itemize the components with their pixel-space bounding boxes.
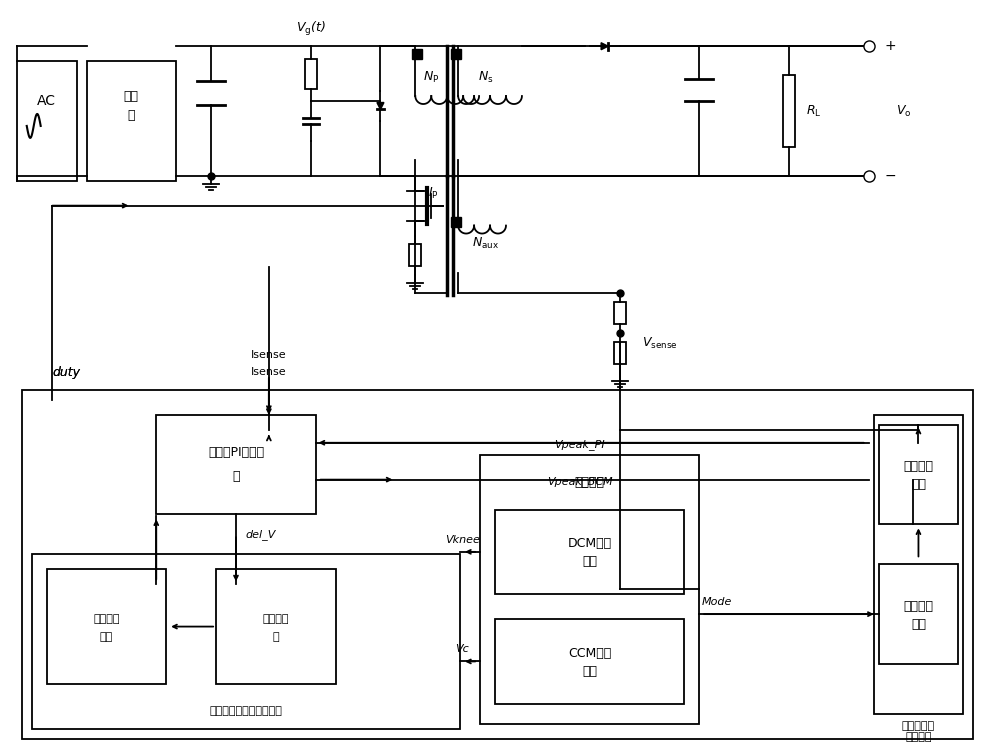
Text: $N_\mathrm{s}$: $N_\mathrm{s}$ xyxy=(478,69,494,85)
Text: 逼近式状态
检测模块: 逼近式状态 检测模块 xyxy=(902,721,935,742)
Text: 调整: 调整 xyxy=(100,631,113,642)
Text: 锁定: 锁定 xyxy=(911,478,926,491)
Text: Vpeak_BCM: Vpeak_BCM xyxy=(547,476,613,487)
Bar xyxy=(47,569,166,684)
Bar xyxy=(614,342,626,364)
Text: $V_\mathrm{g}$(t): $V_\mathrm{g}$(t) xyxy=(296,20,326,39)
Text: 采样模块: 采样模块 xyxy=(575,476,605,489)
Bar xyxy=(874,414,963,713)
Text: 参考电压: 参考电压 xyxy=(93,614,120,624)
Text: Vknee: Vknee xyxy=(445,535,480,545)
Text: −: − xyxy=(885,169,896,183)
Text: Vpeak_PI: Vpeak_PI xyxy=(554,439,605,450)
Bar xyxy=(879,425,958,525)
Text: 采样: 采样 xyxy=(582,556,597,569)
Text: 误差限判: 误差限判 xyxy=(263,614,289,624)
Text: 检测: 检测 xyxy=(911,618,926,630)
Text: duty: duty xyxy=(53,365,81,378)
Bar xyxy=(305,59,317,88)
Bar xyxy=(879,564,958,664)
Bar xyxy=(216,569,336,684)
Text: 电流零点: 电流零点 xyxy=(903,599,933,612)
Text: CCM定点: CCM定点 xyxy=(568,647,611,660)
Text: $V_\mathrm{sense}$: $V_\mathrm{sense}$ xyxy=(642,335,677,350)
Polygon shape xyxy=(601,43,608,50)
Text: $V_\mathrm{o}$: $V_\mathrm{o}$ xyxy=(896,103,911,119)
Bar xyxy=(32,554,460,729)
Text: $N_\mathrm{aux}$: $N_\mathrm{aux}$ xyxy=(472,236,500,251)
Text: 峰值电流: 峰值电流 xyxy=(903,460,933,473)
Text: del_V: del_V xyxy=(246,529,276,540)
Text: DCM拐点: DCM拐点 xyxy=(568,538,612,550)
Text: 自适应PI调节模: 自适应PI调节模 xyxy=(208,446,264,459)
Bar xyxy=(409,245,421,267)
Text: 断: 断 xyxy=(273,631,279,642)
Text: Vc: Vc xyxy=(455,645,469,655)
Text: 采样: 采样 xyxy=(582,665,597,678)
Bar xyxy=(783,76,795,146)
Bar xyxy=(480,455,699,724)
Text: $N_\mathrm{P}$: $N_\mathrm{P}$ xyxy=(423,69,439,85)
Bar xyxy=(17,61,77,180)
Bar xyxy=(156,414,316,514)
Text: 自适应参考电压调整模块: 自适应参考电压调整模块 xyxy=(210,706,282,716)
Bar xyxy=(22,390,973,738)
Text: 整流: 整流 xyxy=(124,90,139,103)
Text: Mode: Mode xyxy=(702,597,732,607)
Text: 桥: 桥 xyxy=(128,109,135,122)
Bar xyxy=(614,302,626,324)
Text: +: + xyxy=(885,39,896,53)
Bar xyxy=(495,619,684,704)
Text: $I_\mathrm{P}$: $I_\mathrm{P}$ xyxy=(428,186,439,202)
Text: Isense: Isense xyxy=(251,350,287,360)
Text: duty: duty xyxy=(53,365,81,378)
Text: 块: 块 xyxy=(232,470,240,483)
Bar xyxy=(495,510,684,594)
Polygon shape xyxy=(377,103,384,109)
Text: AC: AC xyxy=(37,94,56,108)
Bar xyxy=(87,61,176,180)
Text: Isense: Isense xyxy=(251,367,287,377)
Text: $R_\mathrm{L}$: $R_\mathrm{L}$ xyxy=(806,103,822,119)
